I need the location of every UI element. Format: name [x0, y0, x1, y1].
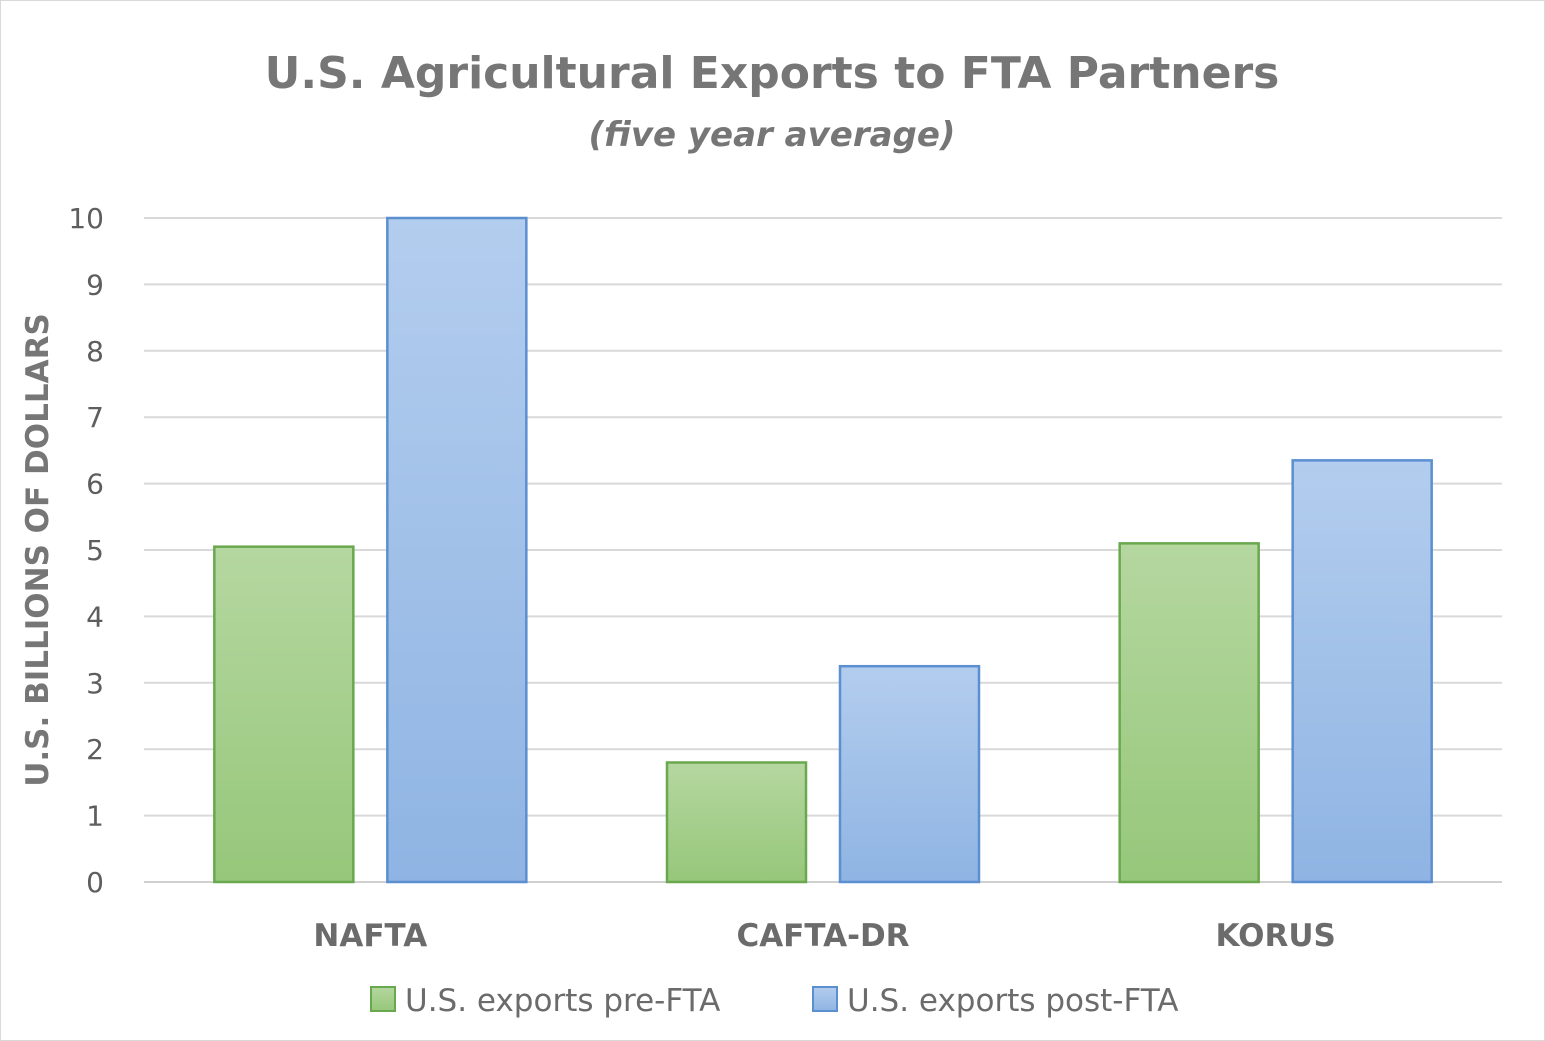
category-label: CAFTA-DR: [736, 918, 909, 954]
y-tick-label: 2: [86, 733, 104, 766]
y-tick-label: 6: [86, 468, 104, 501]
chart-title: U.S. Agricultural Exports to FTA Partner…: [265, 48, 1280, 99]
y-tick-label: 3: [86, 667, 104, 700]
y-axis-ticks: 0 1 2 3 4 5 6 7 8 9 10: [68, 202, 104, 899]
bars: [213, 216, 1433, 884]
bar-pre-fta-korus: [1118, 542, 1260, 884]
bar-pre-fta-nafta: [213, 545, 355, 884]
gridlines: [144, 217, 1502, 883]
legend-label-pre-fta: U.S. exports pre-FTA: [405, 983, 720, 1019]
y-tick-label: 9: [86, 268, 104, 301]
legend-swatch-pre-fta: [370, 986, 396, 1012]
y-tick-label: 1: [86, 800, 104, 833]
category-label: NAFTA: [313, 918, 427, 954]
bar-post-fta-korus: [1291, 459, 1433, 884]
legend-label-post-fta: U.S. exports post-FTA: [847, 983, 1179, 1019]
x-axis-labels: NAFTA CAFTA-DR KORUS: [313, 918, 1335, 954]
y-tick-label: 4: [86, 600, 104, 633]
legend-swatch-post-fta: [812, 986, 838, 1012]
y-tick-label: 7: [86, 401, 104, 434]
category-label: KORUS: [1215, 918, 1335, 954]
y-axis-label: U.S. BILLIONS OF DOLLARS: [20, 313, 56, 787]
bar-post-fta-cafta-dr: [838, 664, 981, 884]
y-tick-label: 0: [86, 866, 104, 899]
y-tick-label: 10: [68, 202, 104, 235]
bar-pre-fta-cafta-dr: [665, 761, 808, 884]
bar-post-fta-nafta: [386, 216, 528, 884]
chart-subtitle: (five year average): [589, 115, 956, 155]
legend: U.S. exports pre-FTA U.S. exports post-F…: [370, 983, 1179, 1019]
y-tick-label: 8: [86, 335, 104, 368]
y-tick-label: 5: [86, 534, 104, 567]
